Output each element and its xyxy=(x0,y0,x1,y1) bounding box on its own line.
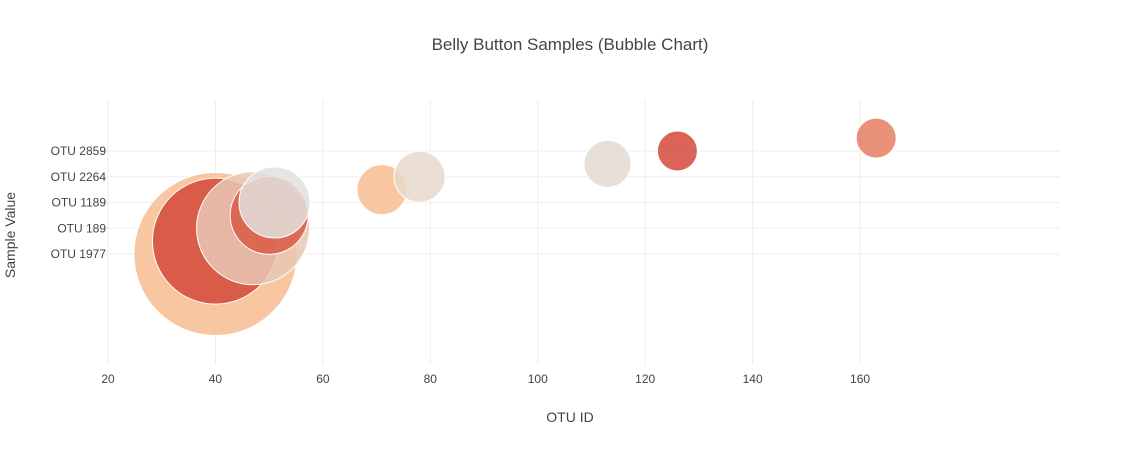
y-tick-label: OTU 1189 xyxy=(52,196,107,210)
y-tick-label: OTU 2264 xyxy=(51,170,107,184)
x-tick-label: 120 xyxy=(635,372,655,386)
bubble-point[interactable] xyxy=(855,117,897,159)
y-tick-label: OTU 2859 xyxy=(51,144,107,158)
x-tick-label: 20 xyxy=(101,372,115,386)
x-tick-label: 60 xyxy=(316,372,330,386)
y-tick-label: OTU 189 xyxy=(57,221,106,235)
x-axis-ticks: 20 40 60 80 100 120 140 160 xyxy=(101,372,870,386)
chart-title: Belly Button Samples (Bubble Chart) xyxy=(432,35,709,54)
x-tick-label: 100 xyxy=(528,372,548,386)
x-tick-label: 160 xyxy=(850,372,870,386)
x-tick-label: 40 xyxy=(209,372,223,386)
y-tick-label: OTU 1977 xyxy=(51,247,107,261)
x-tick-label: 80 xyxy=(424,372,438,386)
bubble-point[interactable] xyxy=(393,150,446,203)
y-axis-ticks: OTU 1977 OTU 189 OTU 1189 OTU 2264 OTU 2859 xyxy=(51,144,107,261)
bubble-point[interactable] xyxy=(238,166,311,239)
y-axis-title: Sample Value xyxy=(2,192,18,278)
bubble-point[interactable] xyxy=(656,130,698,172)
x-axis-title: OTU ID xyxy=(546,409,593,425)
x-gridlines xyxy=(107,100,861,365)
x-tick-label: 140 xyxy=(743,372,763,386)
bubble-point[interactable] xyxy=(583,139,632,188)
bubble-series xyxy=(133,117,897,336)
